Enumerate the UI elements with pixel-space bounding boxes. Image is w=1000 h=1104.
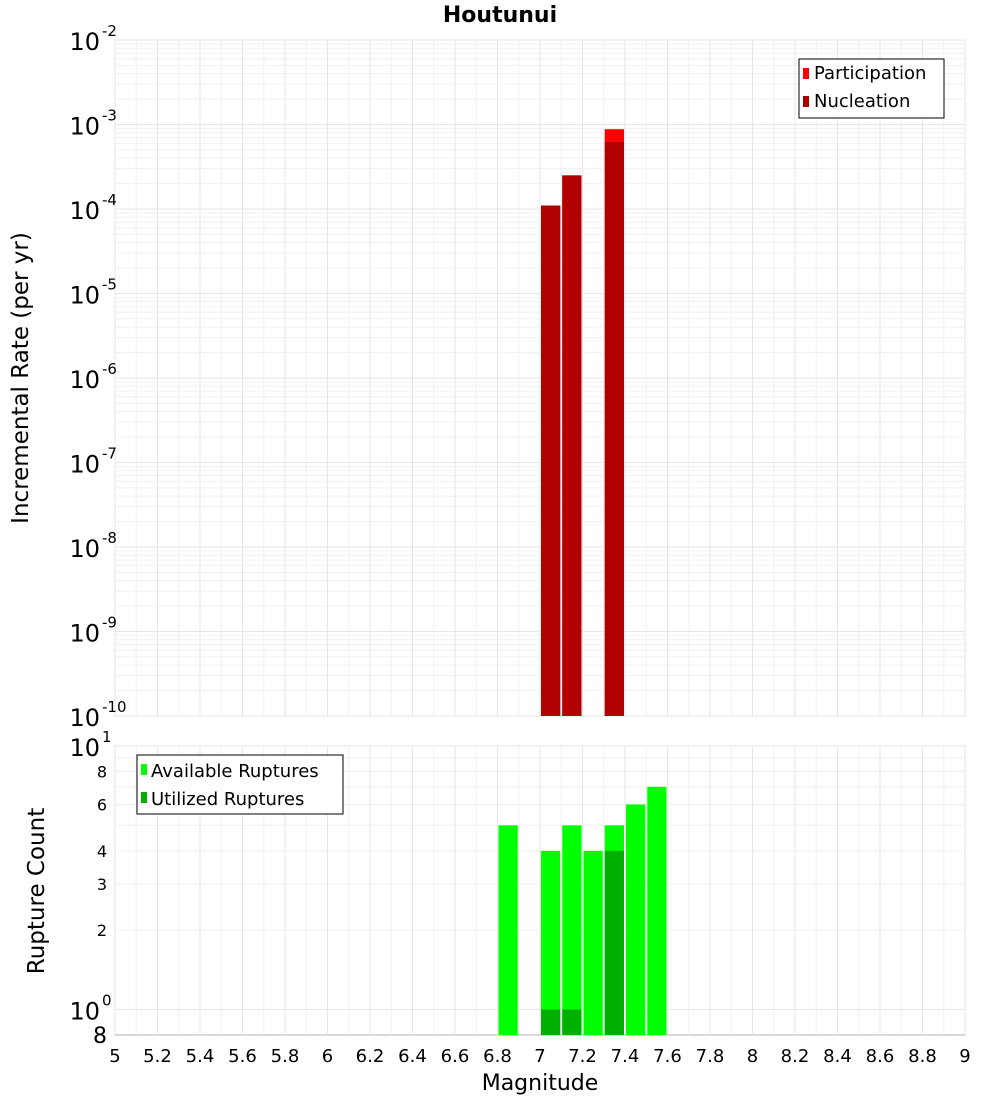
x-tick-label: 6: [322, 1046, 333, 1067]
top-y-tick-exponent: -10: [102, 698, 127, 716]
bottom-y-tick-label: 8: [97, 763, 107, 782]
top-bar-nucleation: [541, 205, 561, 716]
x-tick-label: 8.6: [866, 1046, 895, 1067]
top-y-tick-label: 10: [69, 366, 100, 394]
bottom-y-tick-power: 10: [69, 997, 100, 1025]
top-y-tick-label: 10: [69, 620, 100, 648]
top-y-tick-label: 10: [69, 704, 100, 732]
bottom-bar-available-ruptures: [647, 786, 667, 1035]
legend-swatch-available: [141, 764, 147, 775]
top-y-tick-exponent: -7: [102, 445, 117, 463]
x-tick-label: 7.2: [568, 1046, 597, 1067]
bottom-bar-available-ruptures: [541, 850, 561, 1035]
bottom-legend: Available Ruptures Utilized Ruptures: [136, 754, 344, 815]
x-tick-label: 6.8: [483, 1046, 512, 1067]
top-y-tick-exponent: -9: [102, 614, 117, 632]
bottom-bar-utilized-ruptures: [541, 1009, 561, 1035]
x-tick-label: 9: [959, 1046, 970, 1067]
top-legend-box: [798, 58, 945, 119]
bottom-bar-available-ruptures: [583, 850, 603, 1035]
top-y-tick-exponent: -3: [102, 107, 117, 125]
bottom-y-tick-label: 4: [97, 842, 107, 861]
top-y-tick-label: 10: [69, 535, 100, 563]
bottom-legend-box: [136, 754, 344, 815]
x-tick-label: 6.6: [441, 1046, 470, 1067]
legend-swatch-participation: [803, 68, 809, 79]
x-ticks: 5 5.2 5.4 5.6 5.8 6 6.2 6.4 6.6 6.8 7 7.2 7.4 7.6 7.8 8…: [109, 1046, 970, 1067]
x-tick-label: 7: [534, 1046, 545, 1067]
top-y-tick-exponent: -5: [102, 276, 117, 294]
top-y-tick-exponent: -6: [102, 360, 117, 378]
legend-label-nucleation: Nucleation: [814, 91, 910, 112]
x-tick-label: 8: [747, 1046, 758, 1067]
bottom-gridlines: [114, 745, 966, 1035]
x-tick-label: 7.6: [653, 1046, 682, 1067]
top-legend: Participation Nucleation: [798, 58, 945, 119]
x-tick-label: 6.2: [356, 1046, 385, 1067]
bottom-y-tick-label: 3: [97, 875, 107, 894]
bottom-bar-available-ruptures: [562, 825, 582, 1035]
x-tick-label: 5.6: [228, 1046, 257, 1067]
bottom-y-tick-power: 10: [69, 734, 100, 762]
top-bars: [541, 129, 624, 716]
x-tick-label: 5.8: [271, 1046, 300, 1067]
bottom-bar-available-ruptures: [498, 825, 518, 1035]
top-y-tick-label: 10: [69, 197, 100, 225]
x-tick-label: 8.4: [823, 1046, 852, 1067]
legend-swatch-nucleation: [803, 96, 809, 107]
top-y-tick-exponent: -4: [102, 191, 117, 209]
bottom-bars: [498, 786, 667, 1035]
legend-label-utilized: Utilized Ruptures: [151, 789, 304, 810]
bottom-y-tick-label: 8: [93, 1024, 107, 1049]
x-tick-label: 8.2: [781, 1046, 810, 1067]
top-y-tick-exponent: -8: [102, 529, 117, 547]
bottom-y-tick-label: 2: [97, 921, 107, 940]
top-y-tick-label: 10: [69, 28, 100, 56]
legend-swatch-utilized: [141, 792, 147, 803]
top-bar-nucleation: [562, 175, 582, 716]
bottom-y-tick-label: 6: [97, 795, 107, 814]
x-tick-label: 7.4: [611, 1046, 640, 1067]
x-axis-label: Magnitude: [482, 1071, 599, 1096]
x-tick-label: 5.2: [143, 1046, 172, 1067]
top-y-tick-label: 10: [69, 282, 100, 310]
chart-title: Houtunui: [443, 3, 557, 28]
bottom-y-axis-label: Rupture Count: [24, 808, 50, 974]
top-y-tick-label: 10: [69, 451, 100, 479]
bottom-bar-utilized-ruptures: [562, 1009, 582, 1035]
x-tick-label: 7.8: [696, 1046, 725, 1067]
legend-label-participation: Participation: [814, 63, 926, 84]
bottom-y-tick-exponent: 1: [102, 728, 112, 746]
top-y-ticks: 10-210-310-410-510-610-710-810-910-10: [69, 22, 126, 732]
bottom-y-tick-exponent: 0: [102, 991, 112, 1009]
x-tick-label: 5: [109, 1046, 120, 1067]
top-y-axis-label: Incremental Rate (per yr): [8, 232, 34, 524]
top-y-tick-label: 10: [69, 113, 100, 141]
top-y-tick-exponent: -2: [102, 22, 117, 40]
x-tick-label: 8.8: [908, 1046, 937, 1067]
top-gridlines: [114, 39, 966, 717]
x-tick-label: 5.4: [186, 1046, 215, 1067]
bottom-bar-utilized-ruptures: [604, 850, 624, 1035]
x-tick-label: 6.4: [398, 1046, 427, 1067]
legend-label-available: Available Ruptures: [151, 761, 319, 782]
bottom-bar-available-ruptures: [626, 804, 646, 1035]
top-bar-nucleation: [604, 142, 624, 716]
